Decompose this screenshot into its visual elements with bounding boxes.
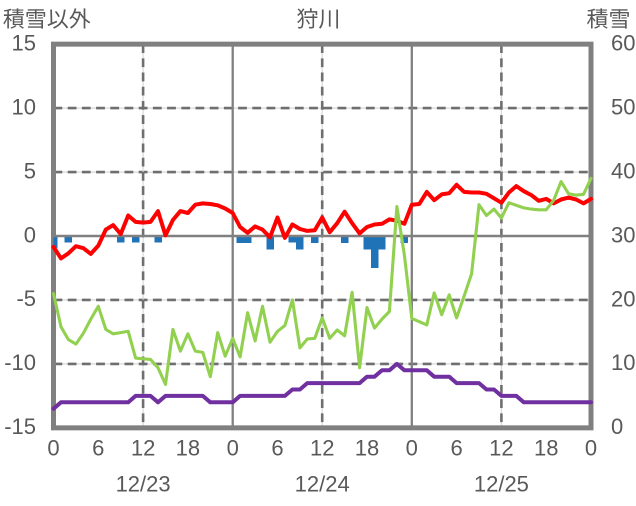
svg-text:6: 6 xyxy=(450,436,462,461)
svg-text:5: 5 xyxy=(24,158,36,183)
svg-text:60: 60 xyxy=(611,30,635,55)
svg-text:12/23: 12/23 xyxy=(116,472,171,497)
svg-text:18: 18 xyxy=(534,436,558,461)
svg-text:0: 0 xyxy=(585,436,597,461)
svg-text:30: 30 xyxy=(611,222,635,247)
svg-text:50: 50 xyxy=(611,94,635,119)
svg-text:0: 0 xyxy=(47,436,59,461)
svg-text:12: 12 xyxy=(310,436,334,461)
svg-text:20: 20 xyxy=(611,286,635,311)
svg-text:-15: -15 xyxy=(4,414,36,439)
svg-text:12/25: 12/25 xyxy=(474,472,529,497)
svg-text:0: 0 xyxy=(611,414,623,439)
svg-text:12/24: 12/24 xyxy=(295,472,350,497)
svg-text:-5: -5 xyxy=(16,286,36,311)
svg-text:15: 15 xyxy=(12,30,36,55)
svg-text:-10: -10 xyxy=(4,350,36,375)
svg-text:18: 18 xyxy=(355,436,379,461)
svg-text:6: 6 xyxy=(271,436,283,461)
svg-text:0: 0 xyxy=(227,436,239,461)
svg-text:40: 40 xyxy=(611,158,635,183)
svg-text:10: 10 xyxy=(12,94,36,119)
svg-text:12: 12 xyxy=(489,436,513,461)
svg-text:12: 12 xyxy=(131,436,155,461)
svg-text:18: 18 xyxy=(176,436,200,461)
svg-text:0: 0 xyxy=(24,222,36,247)
svg-text:6: 6 xyxy=(92,436,104,461)
svg-text:0: 0 xyxy=(406,436,418,461)
svg-text:10: 10 xyxy=(611,350,635,375)
